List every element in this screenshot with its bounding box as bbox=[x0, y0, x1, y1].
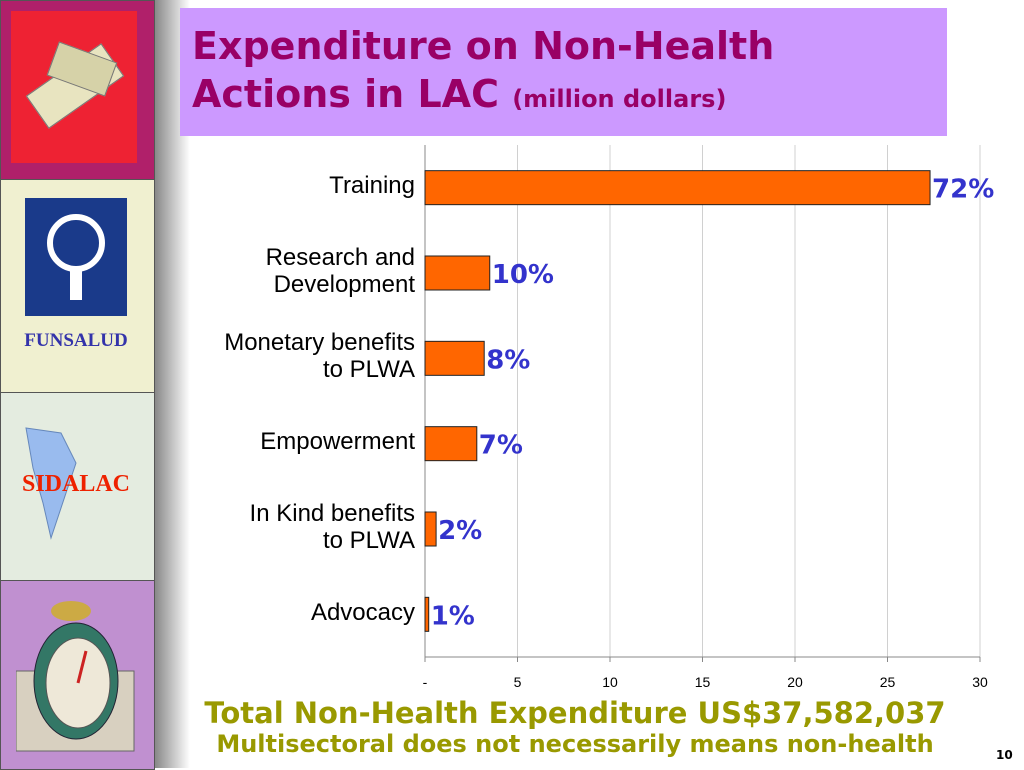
page-number: 10 bbox=[996, 748, 1013, 762]
bar-label: 2% bbox=[438, 516, 482, 546]
x-tick-label: 30 bbox=[972, 674, 988, 690]
x-tick-label: 10 bbox=[602, 674, 618, 690]
bar bbox=[424, 426, 478, 462]
bar-label: 8% bbox=[486, 345, 530, 375]
logo-trunk bbox=[70, 270, 82, 300]
funsalud-logo bbox=[25, 198, 127, 316]
money-image bbox=[11, 11, 137, 163]
footer-total: Total Non-Health Expenditure US$37,582,0… bbox=[204, 696, 946, 730]
funsalud-label: FUNSALUD bbox=[24, 330, 128, 351]
footer-note: Multisectoral does not necessarily means… bbox=[216, 730, 934, 758]
sidebar: FUNSALUD SIDALAC bbox=[0, 0, 155, 770]
x-tick-label: 20 bbox=[787, 674, 803, 690]
bar bbox=[424, 170, 931, 206]
x-tick-label: 25 bbox=[880, 674, 896, 690]
category-label: Research and Development bbox=[265, 244, 415, 298]
category-label: In Kind benefits to PLWA bbox=[249, 500, 415, 554]
x-tick-label: - bbox=[423, 674, 428, 690]
money-panel bbox=[0, 0, 155, 180]
clock-icon bbox=[16, 601, 135, 752]
title-box: Expenditure on Non-Health Actions in LAC… bbox=[180, 8, 947, 136]
clock-hand bbox=[76, 650, 88, 684]
bar bbox=[424, 340, 485, 376]
clock-bell bbox=[51, 601, 91, 621]
map-shape bbox=[25, 427, 77, 540]
logo-tree bbox=[47, 214, 105, 272]
bar bbox=[424, 511, 437, 547]
bar-label: 10% bbox=[492, 260, 554, 290]
bar-label: 1% bbox=[431, 601, 475, 631]
x-tick-label: 5 bbox=[514, 674, 522, 690]
category-label: Monetary benefits to PLWA bbox=[224, 329, 415, 384]
chart-subtitle: (million dollars) bbox=[512, 85, 727, 113]
bar-label: 72% bbox=[932, 175, 994, 205]
sidalac-panel: SIDALAC bbox=[0, 392, 155, 581]
x-tick-label: 15 bbox=[695, 674, 711, 690]
category-label: Advocacy bbox=[310, 598, 415, 626]
category-label: Training bbox=[329, 172, 415, 200]
title-text: Expenditure on Non-Health Actions in LAC… bbox=[192, 22, 774, 123]
bar bbox=[424, 255, 491, 291]
clock-panel bbox=[0, 580, 155, 770]
chart-title: Expenditure on Non-Health Actions in LAC bbox=[192, 24, 775, 116]
sidalac-label: SIDALAC bbox=[21, 471, 131, 497]
bar bbox=[424, 596, 430, 632]
bar-label: 7% bbox=[479, 431, 523, 461]
category-label: Empowerment bbox=[260, 428, 415, 456]
map-icon bbox=[25, 427, 77, 540]
